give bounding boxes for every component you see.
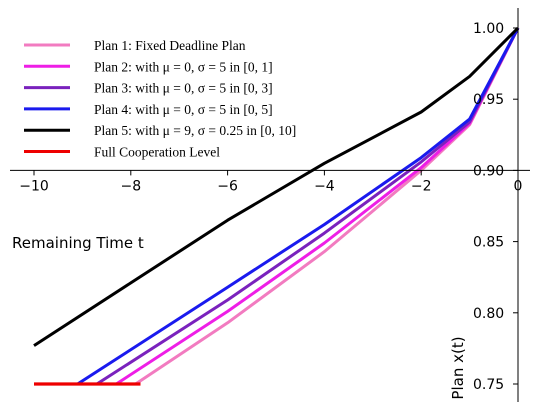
- legend-label: Plan 5: with μ = 9, σ = 0.25 in [0, 10]: [94, 123, 296, 138]
- legend: Plan 1: Fixed Deadline Plan Plan 2: with …: [24, 38, 296, 160]
- x-axis-title: Remaining Time t: [12, 234, 144, 252]
- series-line-4: [76, 27, 520, 386]
- legend-label: Plan 3: with μ = 0, σ = 5 in [0, 3]: [94, 81, 273, 96]
- x-tick-label: −2: [411, 178, 432, 194]
- y-axis-title: Plan x(t): [449, 336, 467, 399]
- legend-label: Plan 2: with μ = 0, σ = 5 in [0, 1]: [94, 59, 273, 74]
- y-tick-label: 0.95: [473, 92, 504, 108]
- y-tick-label: 0.90: [473, 163, 504, 179]
- y-tick-label: 1.00: [473, 21, 504, 37]
- legend-label: Plan 1: Fixed Deadline Plan: [94, 38, 246, 53]
- y-tick-label: 0.85: [473, 235, 504, 251]
- series-layer: [33, 26, 520, 386]
- x-tick-label: −4: [314, 178, 335, 194]
- x-tick-label: 0: [514, 178, 523, 194]
- y-tick-label: 0.75: [473, 377, 504, 393]
- legend-label: Plan 4: with μ = 0, σ = 5 in [0, 5]: [94, 102, 273, 117]
- x-tick-label: −6: [217, 178, 238, 194]
- x-tick-label: −8: [120, 178, 141, 194]
- series-line-5: [33, 26, 520, 347]
- x-tick-label: −10: [19, 178, 49, 194]
- legend-label: Full Cooperation Level: [94, 145, 220, 160]
- y-tick-label: 0.80: [473, 306, 504, 322]
- y-ticks: 0.75 0.80 0.85 0.90 0.95 1.00: [473, 21, 518, 393]
- x-ticks: −10 −8 −6 −4 −2 0: [19, 170, 522, 194]
